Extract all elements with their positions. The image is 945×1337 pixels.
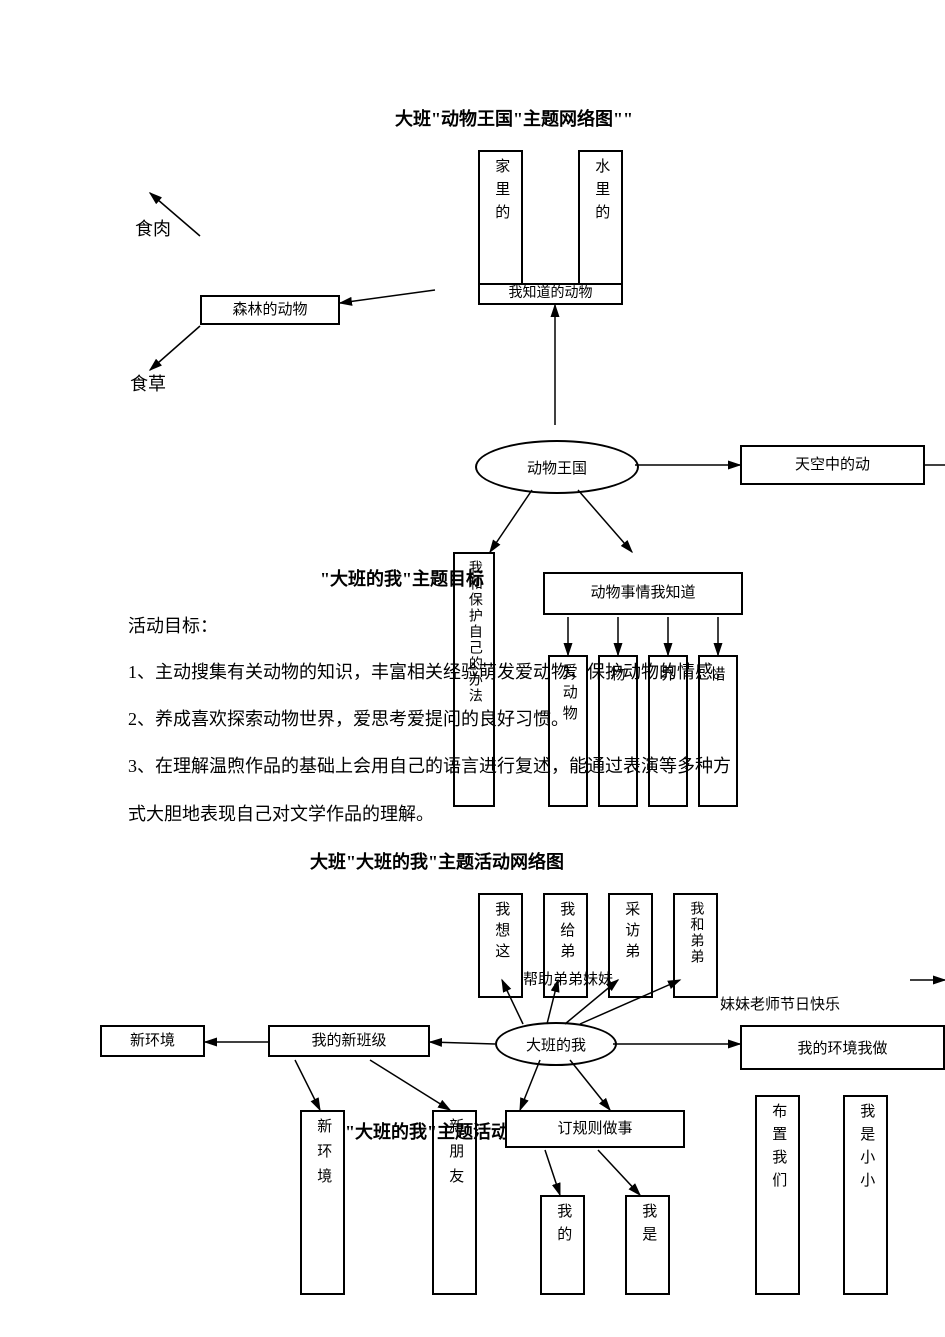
label: 采访弟 <box>618 901 644 964</box>
label: 新环境 <box>310 1118 336 1193</box>
label: 我是小小 <box>853 1103 879 1195</box>
box-newenv: 新环境 <box>100 1025 205 1057</box>
title-1: 大班"动物王国"主题网络图"" <box>395 105 633 131</box>
box-known: 我知道的动物 <box>478 283 623 305</box>
text-teacher: 妹妹老师节日快乐 <box>720 993 840 1014</box>
text-grass: 食草 <box>130 370 166 396</box>
label: 水里的 <box>588 158 614 227</box>
label: 布置我们 <box>765 1103 791 1195</box>
label: 家里的 <box>488 158 514 227</box>
box-myenv: 我的环境我做 <box>740 1025 945 1070</box>
p1: 1、主动搜集有关动物的知识，丰富相关经验萌发爱动物，保护动物的情感。 <box>128 658 731 684</box>
p2: 2、养成喜欢探索动物世界，爱思考爱提问的良好习惯。 <box>128 705 569 731</box>
box-small: 我是小小 <box>843 1095 888 1295</box>
label: 我是 <box>635 1203 661 1249</box>
p3: 3、在理解温煦作品的基础上会用自己的语言进行复述，能通过表演等多种方 <box>128 752 731 778</box>
box-home: 家里的 <box>478 150 523 285</box>
title-2: "大班的我"主题目标 <box>320 565 484 591</box>
box-things: 动物事情我知道 <box>543 572 743 615</box>
box-myclass: 我的新班级 <box>268 1025 430 1057</box>
oval-daban: 大班的我 <box>495 1022 617 1066</box>
box-forest: 森林的动物 <box>200 295 340 325</box>
box-newenv2: 新环境 <box>300 1110 345 1295</box>
box-is: 我是 <box>625 1195 670 1295</box>
box-visit: 采访弟 <box>608 893 653 998</box>
label: 我的 <box>550 1203 576 1249</box>
label: 我和弟弟 <box>684 901 708 965</box>
box-my: 我的 <box>540 1195 585 1295</box>
label: 我想这 <box>488 901 514 964</box>
label: 我给弟 <box>553 901 579 964</box>
divider <box>740 1068 945 1070</box>
title-3: 大班"大班的我"主题活动网络图 <box>310 848 564 874</box>
text-act: 活动目标： <box>128 612 218 638</box>
box-decorate: 布置我们 <box>755 1095 800 1295</box>
box-rules: 订规则做事 <box>505 1110 685 1148</box>
box-water: 水里的 <box>578 150 623 285</box>
box-sky: 天空中的动 <box>740 445 925 485</box>
oval-kingdom: 动物王国 <box>475 440 639 494</box>
text-helper: 帮助弟弟妹妹 <box>523 968 613 989</box>
box-and: 我和弟弟 <box>673 893 718 998</box>
text-meat: 食肉 <box>135 215 171 241</box>
box-want: 我想这 <box>478 893 523 998</box>
canvas: 大班"动物王国"主题网络图"" 家里的 水里的 我知道的动物 森林的动物 食肉 … <box>0 0 945 1337</box>
p3b: 式大胆地表现自己对文学作品的理解。 <box>128 800 434 826</box>
